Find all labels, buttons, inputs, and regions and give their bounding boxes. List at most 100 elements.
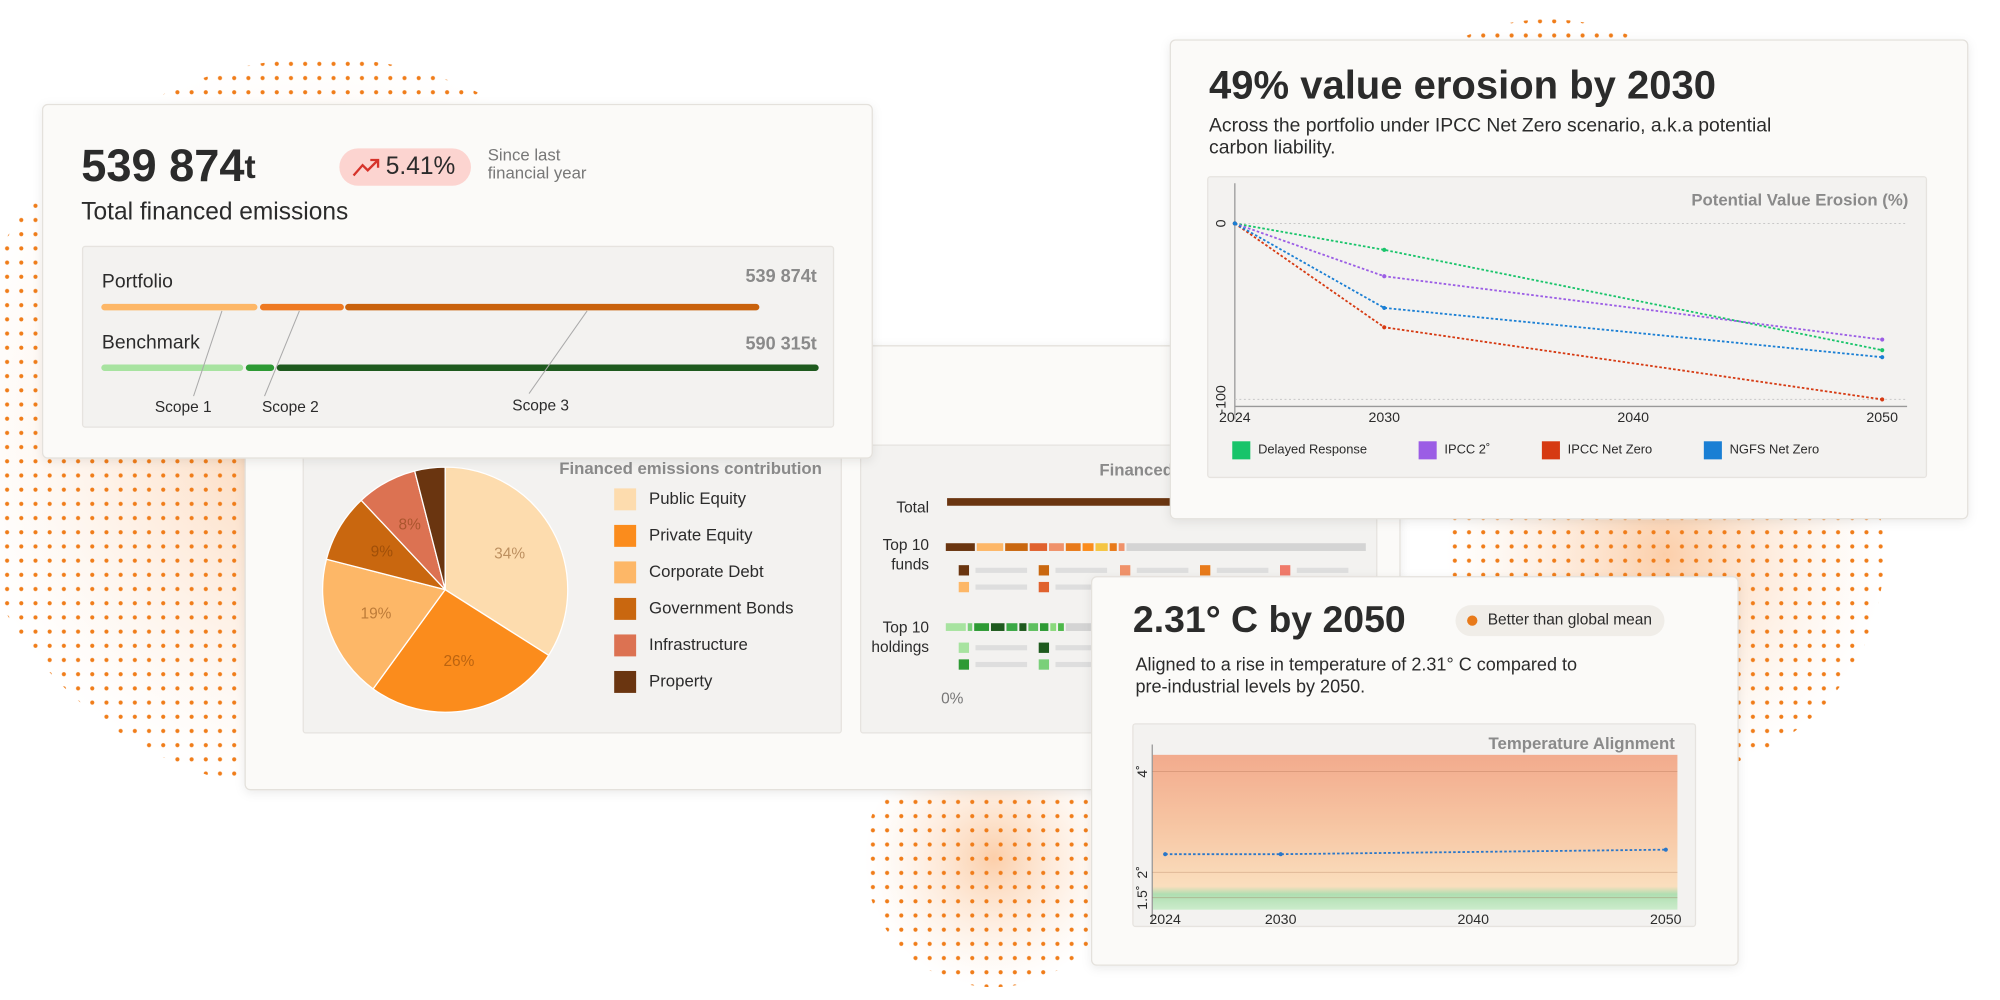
bar-segment [945, 623, 966, 631]
row-label: Total [896, 499, 929, 516]
legend-label: Delayed Response [1258, 442, 1367, 457]
row-label: holdings [871, 639, 929, 656]
x-tick-label: 2024 [1149, 912, 1181, 928]
bar-segment [945, 543, 975, 551]
pie-slice [321, 558, 447, 690]
change-note: financial year [488, 164, 587, 183]
legend-label: Private Equity [649, 525, 753, 544]
slice-label: 26% [443, 653, 474, 670]
x-tick-label: 2050 [1650, 912, 1682, 928]
trend-icon [352, 159, 379, 177]
bar-segment [976, 543, 1004, 551]
point [1663, 847, 1668, 852]
legend-swatch [958, 581, 970, 593]
scope-label: Scope 3 [512, 398, 569, 415]
bar-segment [1082, 543, 1094, 551]
point [1232, 221, 1237, 226]
bar-segment [1005, 543, 1028, 551]
slice-label: 9% [371, 543, 394, 560]
pie-slice [413, 466, 446, 590]
placeholder [975, 645, 1028, 651]
row-name: Benchmark [102, 331, 200, 353]
bar-segment [1050, 623, 1057, 631]
row-name: Portfolio [102, 271, 173, 293]
bar-segment [1118, 543, 1125, 551]
change-badge [339, 148, 471, 186]
point [1163, 852, 1168, 857]
axis-label: 0% [941, 690, 964, 707]
x-tick-label: 2050 [1866, 410, 1898, 426]
row-label: Top 10 [883, 619, 929, 636]
point [1880, 348, 1885, 353]
point [1382, 274, 1387, 279]
bar-segment [990, 623, 1005, 631]
total: 539 874 [81, 140, 244, 191]
bar-segment [1019, 623, 1027, 631]
x-tick-label: 2030 [1368, 410, 1400, 426]
placeholder [1296, 567, 1349, 573]
placeholder [975, 584, 1028, 590]
temperature-card: 2.31° C by 2050 Better than global mean … [1090, 576, 1739, 966]
legend-swatch [614, 597, 637, 620]
series-line [1165, 848, 1666, 856]
bar-segment [1028, 623, 1039, 631]
y-tick-label: 1.5˚ [1135, 885, 1151, 909]
plot-background [1152, 754, 1678, 910]
placeholder [1055, 584, 1108, 590]
change: 5.41% [386, 153, 455, 180]
subtitle: pre-industrial levels by 2050. [1135, 677, 1365, 697]
legend-label: Infrastructure [649, 635, 748, 654]
point [1382, 247, 1387, 252]
placeholder [975, 661, 1028, 668]
legend-swatch [1038, 565, 1050, 576]
x-tick-label: 2040 [1457, 912, 1489, 928]
row-label: Top 10 [883, 537, 929, 554]
legend-swatch [614, 488, 637, 511]
legend-label: IPCC 2˚ [1444, 442, 1490, 457]
x-tick-label: 2024 [1219, 410, 1251, 426]
bar-segment [1040, 623, 1049, 631]
legend-swatch [614, 561, 637, 584]
point [1880, 355, 1885, 360]
placeholder [975, 567, 1028, 573]
scope-label: Scope 1 [155, 399, 212, 416]
x-tick-label: 2040 [1617, 410, 1649, 426]
placeholder [1136, 567, 1189, 573]
subtitle: Aligned to a rise in temperature of 2.31… [1135, 655, 1577, 675]
scope-label: Scope 2 [262, 399, 319, 416]
bar-segment [1109, 543, 1117, 551]
card-title: 49% value erosion by 2030 [1209, 63, 1716, 107]
bar-segment [967, 623, 973, 631]
legend-swatch [1703, 441, 1722, 460]
point [1278, 852, 1283, 857]
x-tick-label: 2030 [1265, 912, 1297, 928]
label: Total financed emissions [81, 198, 348, 225]
bar-segment [1095, 543, 1108, 551]
slice-label: 19% [360, 606, 391, 623]
legend-swatch [1038, 642, 1050, 653]
badge-text: Better than global mean [1488, 612, 1652, 629]
legend-swatch [958, 659, 970, 670]
leader-lines [193, 310, 588, 397]
legend-swatch [1418, 441, 1437, 460]
y-tick-label: 4˚ [1135, 765, 1151, 778]
badge-dot [1467, 615, 1478, 626]
legend-swatch [1120, 565, 1131, 576]
legend-swatch [1541, 441, 1560, 460]
legend-label: NGFS Net Zero [1730, 442, 1820, 457]
row-total: 590 315t [746, 333, 817, 353]
legend-label: Public Equity [649, 489, 747, 508]
legend-swatch [614, 524, 637, 547]
y-tick-label: 2˚ [1135, 866, 1151, 879]
badge [1455, 605, 1665, 637]
legend-swatch [614, 634, 637, 657]
row-total: 539 874t [746, 266, 817, 286]
legend-swatch [1232, 441, 1251, 460]
trend-icon [370, 158, 380, 168]
legend-label: IPCC Net Zero [1568, 442, 1653, 457]
pie-slice [372, 588, 550, 713]
pie-slice [444, 466, 569, 657]
chart-title: Financed emissions contribution [559, 459, 822, 478]
point [1880, 397, 1885, 402]
